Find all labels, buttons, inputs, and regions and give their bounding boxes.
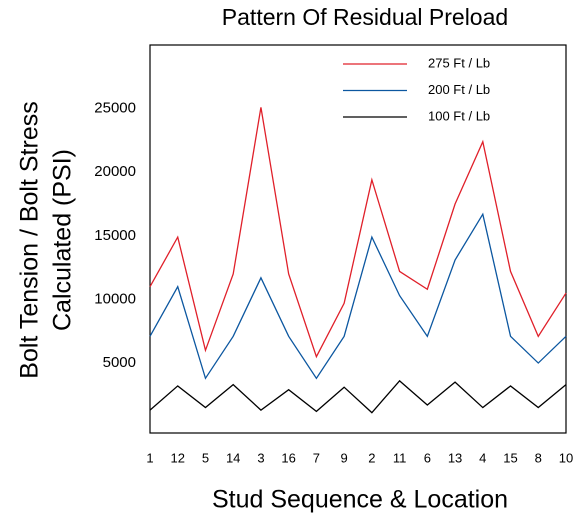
x-tick-label: 11 [393,450,407,465]
x-tick-label: 14 [226,450,240,465]
x-tick-label: 1 [146,450,153,465]
x-tick-label: 16 [281,450,295,465]
chart-title: Pattern Of Residual Preload [222,4,508,30]
legend-label: 275 Ft / Lb [428,55,490,70]
plot-frame [149,44,567,434]
x-axis-label: Stud Sequence & Location [212,486,508,514]
y-tick-label: 15000 [94,227,136,244]
x-tick-label: 12 [170,450,184,465]
x-tick-label: 5 [202,450,209,465]
x-tick-label: 3 [257,450,264,465]
x-tick-label: 2 [368,450,375,465]
y-tick-label: 25000 [94,100,136,117]
x-tick-label: 9 [341,450,348,465]
x-tick-label: 8 [535,450,542,465]
y-tick-label: 5000 [103,354,136,371]
x-tick-label: 13 [448,450,462,465]
data-line [149,212,567,380]
y-axis-label: Bolt Tension / Bolt Stress [16,101,44,378]
data-line [149,107,567,359]
y-tick-label: 20000 [94,163,136,180]
y-tick-label: 10000 [94,290,136,307]
x-tick-label: 6 [424,450,431,465]
x-tick-label: 10 [559,450,573,465]
y-axis-label: Calculated (PSI) [49,149,77,331]
legend-label: 100 Ft / Lb [428,108,490,123]
legend-label: 200 Ft / Lb [428,82,490,97]
x-tick-label: 7 [313,450,320,465]
data-line [149,379,567,414]
x-tick-label: 4 [479,450,486,465]
x-tick-label: 15 [503,450,517,465]
